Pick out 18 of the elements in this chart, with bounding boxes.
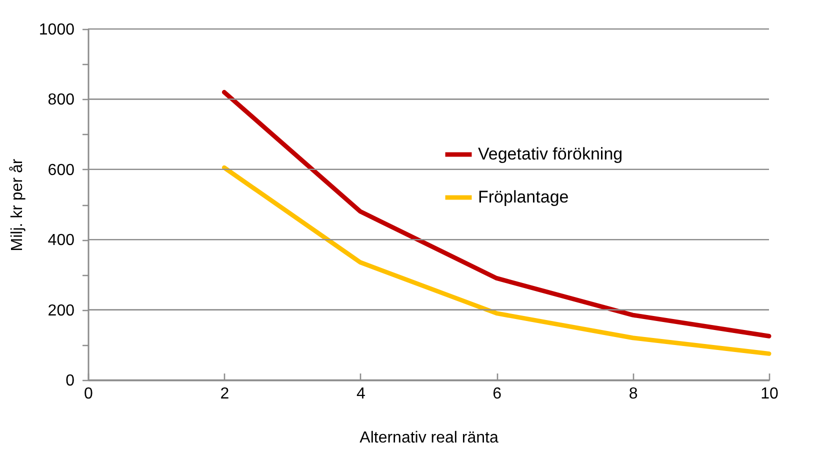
line-series [222, 90, 772, 338]
x-tick-label: 2 [220, 386, 230, 402]
y-tick-label: 600 [48, 162, 75, 179]
x-tick-label: 10 [760, 386, 778, 402]
x-axis-title: Alternativ real ränta [360, 430, 498, 446]
y-tick-label: 200 [48, 302, 75, 320]
legend-label: Fröplantage [478, 188, 569, 206]
y-tick-label: 1000 [38, 22, 75, 38]
x-tick-label: 8 [628, 386, 638, 402]
y-axis-title: Milj. kr per år [8, 158, 26, 252]
line-series [222, 165, 772, 356]
y-tick-label: 800 [48, 92, 75, 109]
x-tick-label: 6 [492, 386, 502, 402]
x-tick-label: 4 [356, 386, 366, 402]
x-tick-label: 0 [84, 386, 94, 402]
legend-label: Vegetativ förökning [478, 144, 623, 164]
y-tick-label: 0 [66, 372, 75, 390]
y-tick-label: 400 [48, 232, 75, 250]
